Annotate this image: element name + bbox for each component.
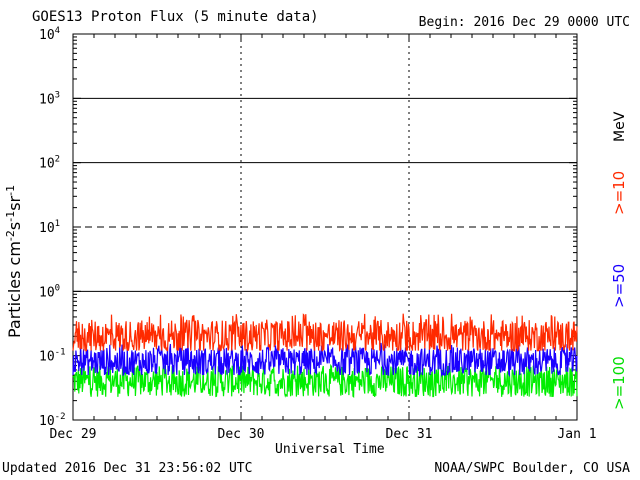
legend-ge50: >=50	[610, 264, 628, 308]
credit-label: NOAA/SWPC Boulder, CO USA	[434, 461, 630, 476]
updated-timestamp: Updated 2016 Dec 31 23:56:02 UTC	[2, 461, 253, 476]
y-tick-label-6: 104	[39, 26, 60, 43]
legend-ge10: >=10	[610, 171, 628, 215]
y-tick-label-3: 101	[39, 219, 60, 236]
x-tick-label-1: Dec 30	[218, 427, 265, 442]
y-tick-label-5: 103	[39, 90, 60, 107]
series-line-50	[72, 342, 578, 378]
legend-unit: MeV	[612, 111, 628, 142]
x-tick-label-3: Jan 1	[557, 427, 596, 442]
y-tick-label-1: 10-1	[39, 348, 66, 365]
x-tick-label-2: Dec 31	[386, 427, 433, 442]
y-tick-label-2: 100	[39, 283, 60, 300]
x-tick-label-0: Dec 29	[50, 427, 97, 442]
chart-title: GOES13 Proton Flux (5 minute data)	[32, 9, 319, 25]
legend-ge100: >=100	[610, 356, 628, 410]
begin-time: Begin: 2016 Dec 29 0000 UTC	[418, 15, 630, 30]
y-tick-label-0: 10-2	[39, 412, 66, 429]
series-line-10mev	[72, 313, 578, 353]
y-tick-label-4: 102	[39, 155, 60, 172]
x-axis-title: Universal Time	[275, 442, 385, 457]
y-axis-title: Particles cm-2s-1sr-1	[4, 185, 24, 338]
